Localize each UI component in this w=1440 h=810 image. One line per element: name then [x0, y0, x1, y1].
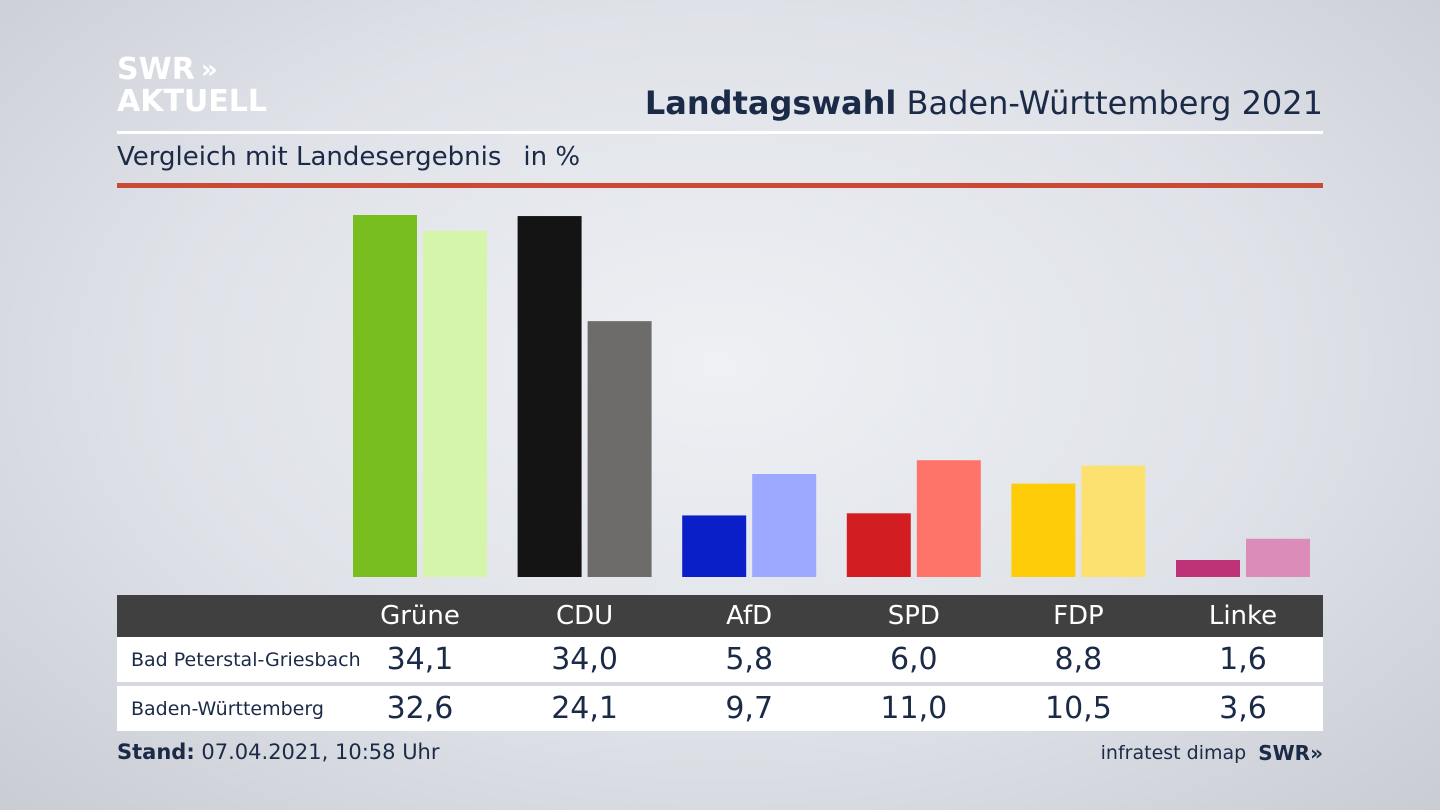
value-cell: 8,8 — [1054, 642, 1103, 677]
stand-value: 07.04.2021, 10:58 Uhr — [201, 740, 440, 764]
table-header: Grüne CDU AfD SPD FDP Linke — [117, 595, 1323, 637]
unit-label: in % — [523, 142, 581, 172]
swr-logo: SWR» — [1258, 741, 1323, 765]
value-cell: 1,6 — [1219, 642, 1267, 677]
value-cell: 11,0 — [880, 691, 948, 726]
source-text: infratest dimap — [1100, 742, 1247, 764]
subtitle-text: Vergleich mit Landesergebnis — [117, 142, 502, 172]
bar-cdu-series-1 — [517, 216, 582, 577]
value-cell: 9,7 — [725, 691, 774, 726]
party-header-cdu: CDU — [555, 601, 614, 631]
party-header-spd: SPD — [887, 601, 940, 631]
bar-spd-series-2 — [916, 460, 981, 577]
party-header-fdp: FDP — [1053, 601, 1104, 631]
bar-afd-series-2 — [752, 474, 817, 577]
timestamp: Stand: 07.04.2021, 10:58 Uhr — [117, 740, 440, 764]
bar-afd-series-1 — [682, 515, 747, 577]
stand-label: Stand: — [117, 740, 195, 764]
row-label: Bad Peterstal-Griesbach — [131, 648, 361, 671]
value-cell: 5,8 — [725, 642, 774, 677]
results-table: Grüne CDU AfD SPD FDP Linke Bad Peterstal-Gri… — [117, 595, 1323, 731]
value-cell: 34,1 — [386, 642, 454, 677]
source-credit: infratest dimap SWR» — [1101, 741, 1323, 765]
party-header-afd: AfD — [726, 601, 773, 631]
title-bold: Landtagswahl — [644, 84, 897, 122]
bar-cdu-series-2 — [587, 321, 652, 577]
title-rest: Baden-Württemberg 2021 — [906, 84, 1324, 122]
party-header-linke: Linke — [1208, 601, 1278, 631]
logo-aktuell: AKTUELL — [117, 84, 268, 119]
bar-grne-series-1 — [353, 215, 417, 577]
bar-grne-series-2 — [423, 230, 487, 577]
bar-linke-series-2 — [1246, 538, 1310, 577]
swr-aktuell-logo: SWR» AKTUELL — [117, 54, 267, 118]
value-cell: 34,0 — [551, 642, 618, 677]
bar-linke-series-1 — [1176, 560, 1240, 577]
value-cell: 32,6 — [386, 691, 454, 726]
bar-spd-series-1 — [846, 513, 911, 577]
page-title: Landtagswahl Baden-Württemberg 2021 — [645, 84, 1323, 122]
value-cell: 24,1 — [551, 691, 618, 726]
chart-subtitle: Vergleich mit Landesergebnis in % — [117, 142, 580, 172]
value-cell: 10,5 — [1044, 691, 1112, 726]
table-row: Baden-Württemberg 32,6 24,1 9,7 11,0 10,5 3,6 — [117, 686, 1323, 731]
value-cell: 6,0 — [889, 642, 938, 677]
table-row: Bad Peterstal-Griesbach 34,1 34,0 5,8 6,0 8,… — [117, 637, 1323, 682]
party-header-grne: Grüne — [380, 601, 460, 631]
row-separator — [117, 682, 1323, 686]
logo-swr: SWR — [117, 52, 195, 87]
accent-divider — [117, 183, 1323, 188]
bar-fdp-series-2 — [1081, 465, 1146, 577]
title-divider — [117, 131, 1323, 134]
value-cell: 3,6 — [1219, 691, 1267, 726]
row-label: Baden-Württemberg — [131, 697, 324, 720]
bar-fdp-series-1 — [1011, 483, 1076, 577]
